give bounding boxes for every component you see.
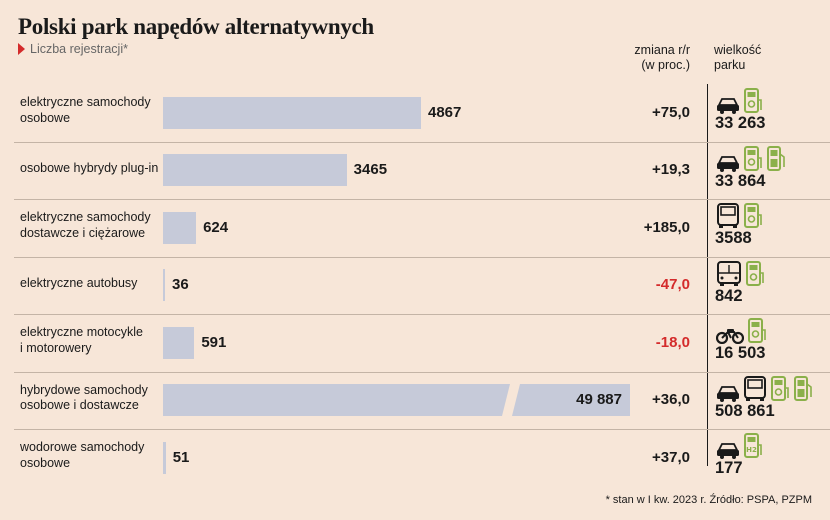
row-separator — [14, 256, 830, 258]
chart-title: Polski park napędów alternatywnych — [18, 14, 374, 39]
yoy-change-value: +185,0 — [643, 218, 690, 236]
yoy-change-value: -18,0 — [655, 333, 690, 351]
yoy-change-value: +36,0 — [652, 391, 690, 409]
car-icon — [716, 384, 740, 402]
data-bar — [163, 326, 195, 359]
car-icon — [716, 154, 740, 172]
row-label: wodorowe samochody osobowe — [20, 440, 160, 471]
row-label: elektryczne samochody osobowe — [20, 95, 160, 126]
row-separator — [14, 371, 830, 373]
change-header-line1: zmiana r/r — [634, 43, 690, 57]
row-label-line: elektryczne samochody — [20, 210, 151, 225]
car-icon — [716, 96, 740, 114]
fuel-pump-icon — [793, 375, 813, 402]
charger-plug-icon — [743, 203, 763, 229]
bar-value-label: 36 — [172, 276, 189, 294]
footnote: * stan w I kw. 2023 r. Źródło: PSPA, PZP… — [605, 494, 812, 506]
row-separator — [14, 314, 830, 315]
row-label: elektryczne motocykle i motorowery — [20, 325, 160, 356]
fleet-column-divider — [707, 84, 708, 466]
hydrogen-icon: H2 — [743, 433, 763, 459]
charger-plug-icon — [745, 260, 765, 287]
bar-value-label: 49 887 — [576, 391, 622, 409]
row-separator — [14, 429, 830, 430]
row-label-line: wodorowe samochody — [20, 440, 145, 455]
fleet-size-value: 842 — [715, 286, 743, 305]
change-column-header: zmiana r/r (w proc.) — [622, 43, 690, 73]
yoy-change-value: +37,0 — [652, 448, 690, 466]
vehicle-icons: H2 — [716, 433, 763, 459]
row-label-line: elektryczne autobusy — [20, 275, 138, 290]
fleet-header-line1: wielkość — [714, 43, 762, 57]
fleet-size-value: 33 263 — [715, 114, 766, 132]
yoy-change-value: +75,0 — [652, 103, 690, 121]
bar-value-label: 591 — [201, 333, 227, 351]
row-label-line: osobowe — [20, 110, 71, 125]
row-separator — [14, 199, 830, 200]
change-header-line2: (w proc.) — [641, 58, 690, 72]
bar-value-label: 51 — [172, 448, 190, 466]
yoy-change-value: -47,0 — [655, 276, 690, 294]
row-label-line: hybrydowe samochody — [20, 382, 148, 397]
fleet-size-value: 16 503 — [715, 344, 766, 362]
vehicle-icons — [716, 88, 763, 114]
row-label-line: osobowe hybrydy plug-in — [20, 160, 159, 175]
fuel-pump-icon — [766, 145, 786, 172]
svg-text:H2: H2 — [746, 446, 757, 454]
charger-plug-icon — [743, 88, 763, 114]
subtitle-text: Liczba rejestracji* — [30, 42, 128, 56]
vehicle-icons — [716, 260, 765, 287]
fleet-column-header: wielkość parku — [714, 43, 794, 73]
bar-value-label: 624 — [203, 218, 229, 236]
row-label-line: i motorowery — [20, 340, 92, 355]
bar-value-label: 3465 — [353, 161, 388, 179]
data-bar — [163, 441, 166, 474]
bar-value-label: 4867 — [428, 103, 462, 121]
row-label: elektryczne samochody dostawcze i ciężaro… — [20, 210, 160, 241]
fleet-size-value: 3588 — [715, 229, 752, 247]
fleet-size-value: 508 861 — [715, 401, 775, 420]
charger-plug-icon — [743, 145, 763, 172]
yoy-change-value: +19,3 — [652, 161, 690, 179]
row-label: elektryczne autobusy — [20, 276, 160, 292]
car-icon — [716, 441, 740, 459]
chart-subtitle: Liczba rejestracji* — [18, 42, 128, 56]
fleet-header-line2: parku — [714, 58, 746, 72]
motorcycle-icon — [715, 326, 745, 345]
data-bar — [163, 211, 197, 244]
truck-icon — [743, 375, 767, 402]
data-bar — [163, 384, 630, 417]
vehicle-icons — [716, 145, 786, 172]
bus-icon — [716, 260, 742, 287]
data-bar — [163, 96, 421, 129]
vehicle-icons — [716, 375, 813, 402]
row-label-line: osobowe i dostawcze — [20, 398, 139, 413]
data-bar — [163, 154, 347, 187]
vehicle-icons — [716, 203, 763, 229]
charger-plug-icon — [770, 375, 790, 402]
data-bar — [163, 269, 165, 302]
fleet-size-value: 33 864 — [715, 171, 766, 190]
row-separator — [14, 141, 830, 143]
row-label-line: osobowe — [20, 455, 71, 470]
row-label: hybrydowe samochody osobowe i dostawcze — [20, 383, 160, 414]
row-label-line: dostawcze i ciężarowe — [20, 225, 146, 240]
vehicle-icons — [715, 318, 767, 345]
row-label-line: elektryczne motocykle — [20, 325, 143, 340]
triangle-marker-icon — [18, 43, 25, 55]
truck-icon — [716, 203, 740, 229]
fleet-size-value: 177 — [715, 459, 743, 477]
charger-plug-icon — [747, 318, 767, 344]
row-label: osobowe hybrydy plug-in — [20, 161, 160, 177]
row-label-line: elektryczne samochody — [20, 95, 151, 110]
